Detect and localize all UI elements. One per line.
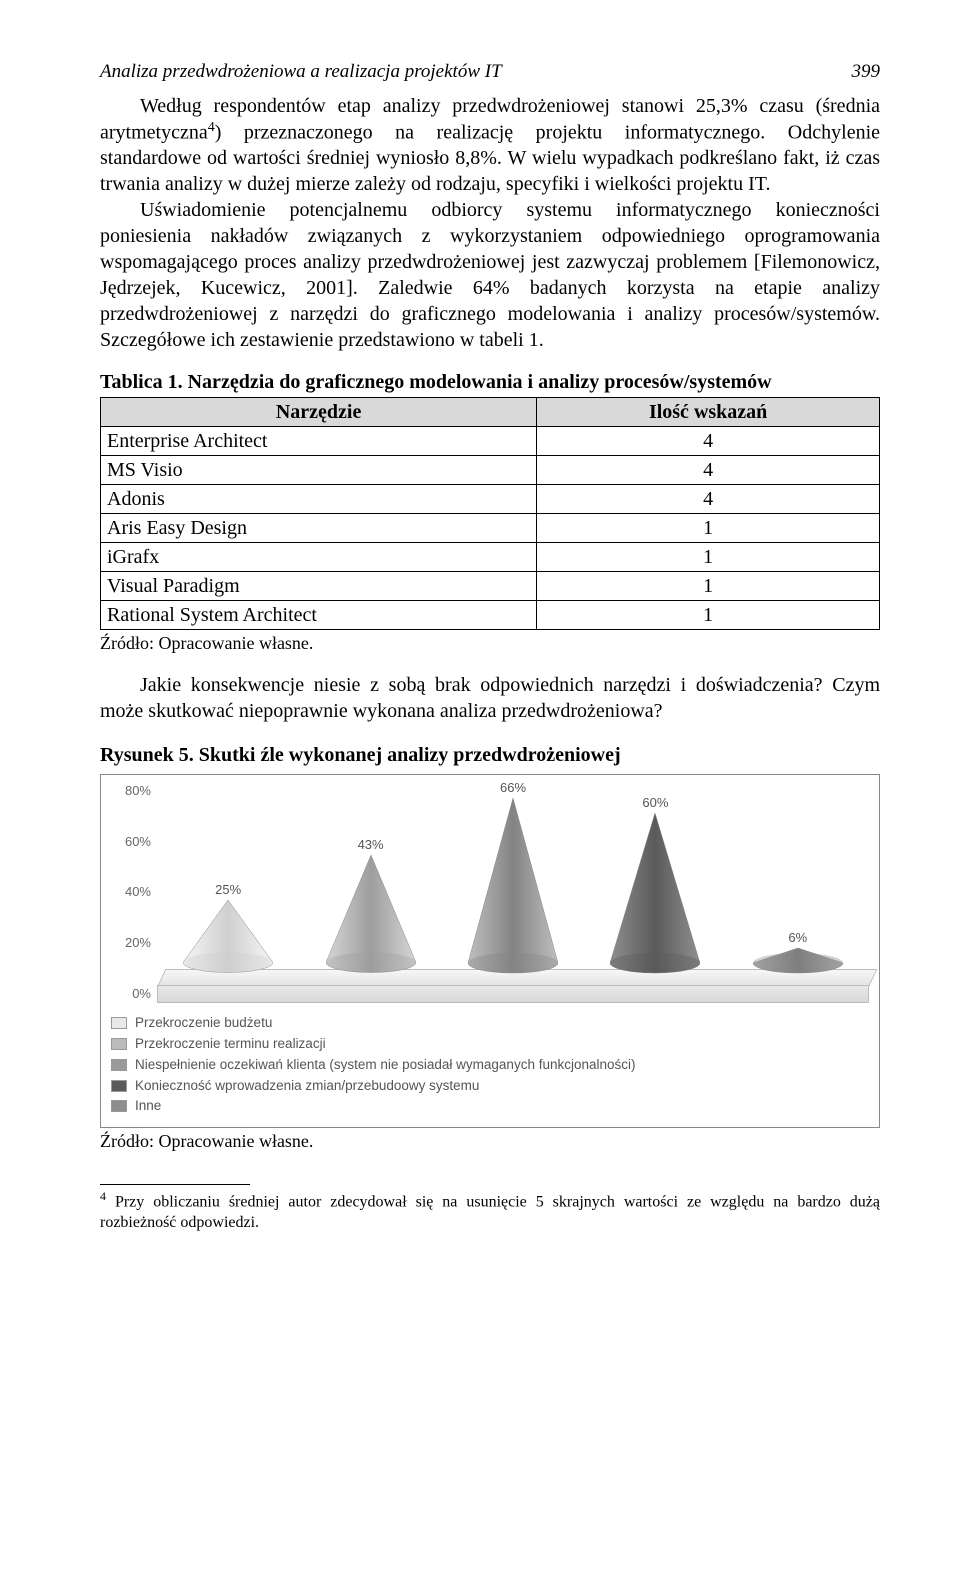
y-tick: 60%: [125, 834, 151, 851]
chart-y-axis: 80% 60% 40% 20% 0%: [111, 783, 157, 1003]
running-title: Analiza przedwdrożeniowa a realizacja pr…: [100, 60, 502, 85]
y-tick: 80%: [125, 783, 151, 800]
legend-item: Konieczność wprowadzenia zmian/przebudoo…: [111, 1076, 869, 1097]
figure5-caption: Rysunek 5. Skutki źle wykonanej analizy …: [100, 742, 880, 768]
y-tick: 40%: [125, 884, 151, 901]
table-row: iGrafx1: [101, 543, 880, 572]
legend-item: Przekroczenie budżetu: [111, 1013, 869, 1034]
paragraph-3: Jakie konsekwencje niesie z sobą brak od…: [100, 672, 880, 724]
cone-label: 43%: [358, 837, 384, 854]
chart-cone: 25%: [183, 900, 273, 983]
table-row: MS Visio4: [101, 456, 880, 485]
chart-cone: 43%: [326, 855, 416, 983]
legend-swatch: [111, 1038, 127, 1050]
legend-label: Przekroczenie budżetu: [135, 1013, 272, 1034]
figure5-source: Źródło: Opracowanie własne.: [100, 1130, 880, 1153]
table-row: Aris Easy Design1: [101, 514, 880, 543]
legend-label: Konieczność wprowadzenia zmian/przebudoo…: [135, 1076, 479, 1097]
chart-plot: 25% 43% 66% 60% 6%: [157, 783, 869, 1003]
legend-item: Inne: [111, 1096, 869, 1117]
legend-item: Przekroczenie terminu realizacji: [111, 1034, 869, 1055]
chart-cones: 25% 43% 66% 60% 6%: [157, 783, 869, 983]
table1-header-count: Ilość wskazań: [537, 398, 880, 427]
cone-label: 6%: [788, 930, 807, 947]
table-row: Rational System Architect1: [101, 601, 880, 630]
chart-cone: 60%: [610, 813, 700, 983]
legend-swatch: [111, 1017, 127, 1029]
legend-swatch: [111, 1100, 127, 1112]
y-tick: 20%: [125, 935, 151, 952]
chart-cone: 66%: [468, 798, 558, 983]
page-number: 399: [852, 60, 881, 85]
chart-legend: Przekroczenie budżetuPrzekroczenie termi…: [111, 1013, 869, 1118]
running-header: Analiza przedwdrożeniowa a realizacja pr…: [100, 60, 880, 85]
footnote-ref: 4: [208, 120, 215, 135]
legend-swatch: [111, 1059, 127, 1071]
table1: Narzędzie Ilość wskazań Enterprise Archi…: [100, 397, 880, 630]
y-tick: 0%: [132, 986, 151, 1003]
footnote-rule: [100, 1184, 250, 1185]
cone-label: 66%: [500, 780, 526, 797]
table-row: Enterprise Architect4: [101, 427, 880, 456]
figure5-chart: 80% 60% 40% 20% 0% 25% 43% 66% 60% 6% Przekrocze…: [100, 774, 880, 1129]
table-row: Visual Paradigm1: [101, 572, 880, 601]
legend-label: Przekroczenie terminu realizacji: [135, 1034, 326, 1055]
table-row: Adonis4: [101, 485, 880, 514]
footnote: 4 Przy obliczaniu średniej autor zdecydo…: [100, 1189, 880, 1234]
cone-label: 60%: [642, 795, 668, 812]
legend-label: Niespełnienie oczekiwań klienta (system …: [135, 1055, 636, 1076]
table1-header-tool: Narzędzie: [101, 398, 537, 427]
table1-caption: Tablica 1. Narzędzia do graficznego mode…: [100, 369, 880, 395]
legend-label: Inne: [135, 1096, 161, 1117]
legend-swatch: [111, 1080, 127, 1092]
paragraph-1: Według respondentów etap analizy przedwd…: [100, 93, 880, 354]
table1-source: Źródło: Opracowanie własne.: [100, 632, 880, 655]
legend-item: Niespełnienie oczekiwań klienta (system …: [111, 1055, 869, 1076]
chart-cone: 6%: [753, 948, 843, 983]
cone-label: 25%: [215, 882, 241, 899]
